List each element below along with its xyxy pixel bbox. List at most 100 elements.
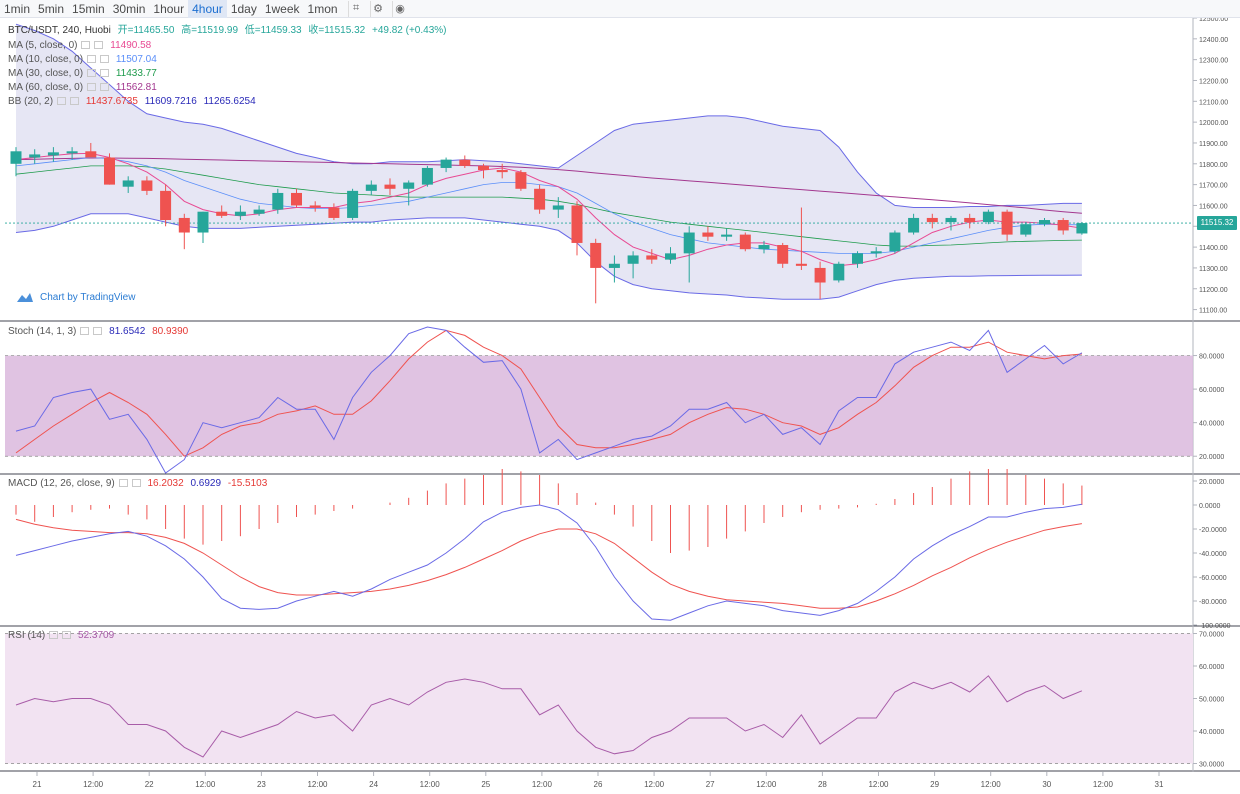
bollinger-lower-line	[15, 213, 1082, 300]
rsi-axis-tick-label: 30.0000	[1199, 762, 1224, 769]
settings-icon[interactable]	[87, 83, 97, 91]
candle-body	[552, 205, 564, 210]
close-icon[interactable]	[62, 631, 72, 639]
stoch-d-line	[15, 329, 1082, 457]
settings-icon[interactable]	[80, 327, 90, 335]
timeframe-5min[interactable]: 5min	[38, 1, 65, 16]
candle-body	[10, 151, 22, 164]
settings-icon[interactable]	[118, 479, 128, 487]
macd-pane-bg	[5, 475, 1193, 625]
close-icon[interactable]	[131, 479, 141, 487]
settings-icon[interactable]	[87, 69, 97, 77]
tradingview-label: Chart by TradingView	[40, 292, 136, 303]
settings-icon[interactable]	[81, 41, 91, 49]
candle-body	[234, 211, 246, 216]
candle-body	[665, 253, 676, 260]
ma10-line	[15, 157, 1082, 254]
timeframe-30min[interactable]: 30min	[112, 1, 146, 16]
price-axis-tick-label: 11700.00	[1199, 183, 1228, 190]
chart-style-icon[interactable]: ⌗	[347, 0, 364, 17]
candle-body	[272, 192, 284, 210]
timeframe-15min[interactable]: 15min	[72, 1, 105, 16]
close-icon[interactable]	[100, 69, 110, 77]
time-axis-label: 24	[369, 780, 378, 789]
settings-icon[interactable]	[49, 631, 59, 639]
close-icon[interactable]	[70, 97, 80, 105]
candle-body	[403, 182, 415, 189]
price-axis-tick-label: 11800.00	[1199, 162, 1228, 169]
stoch-k-value: 81.6542	[109, 326, 146, 337]
ma60-line	[15, 157, 1082, 214]
ma30-value: 11433.77	[115, 68, 157, 79]
bollinger-band-fill	[16, 24, 1082, 300]
price-axis-tick-label: 11300.00	[1199, 266, 1228, 273]
header-legend: BTC/USDT, 240, Huobi 开=11465.50 高=11519.…	[8, 24, 450, 38]
timeframe-toolbar: 1min 5min 15min 30min 1hour 4hour 1day 1week 1mo…	[0, 0, 1240, 18]
ma10-label: MA (10, close, 0)	[8, 54, 84, 65]
close-icon[interactable]	[94, 41, 104, 49]
time-axis-label: 12:00	[83, 780, 104, 789]
stoch-legend: Stoch (14, 1, 3) 81.6542 80.9390	[8, 325, 192, 339]
macd-hist-value: 16.2032	[147, 478, 184, 489]
candle-body	[1001, 211, 1013, 235]
ma5-line	[15, 152, 1082, 267]
candle-body	[421, 167, 433, 185]
time-axis-label: 12:00	[532, 780, 553, 789]
timeframe-1day[interactable]: 1day	[230, 1, 257, 16]
candle-body	[291, 192, 302, 206]
candle-body	[739, 234, 751, 250]
candle-body	[1057, 220, 1069, 231]
close-icon[interactable]	[93, 327, 103, 335]
settings-icon[interactable]: ⚙	[369, 0, 386, 17]
ma60-legend: MA (60, close, 0) 11562.81	[8, 81, 161, 95]
candle-body	[590, 242, 602, 268]
bb-basis-value: 11437.6735	[85, 96, 138, 107]
candle-body	[478, 165, 489, 171]
candle-body	[365, 184, 377, 191]
macd-signal-line	[15, 518, 1082, 609]
time-axis-label: 12:00	[420, 780, 441, 789]
candle-body	[833, 263, 845, 281]
macd-axis-tick-label: -60.0000	[1199, 575, 1227, 582]
ma5-legend: MA (5, close, 0) 11490.58	[8, 39, 155, 53]
price-axis-tick-label: 11400.00	[1199, 245, 1228, 252]
candle-body	[795, 263, 807, 266]
time-axis-label: 25	[481, 780, 490, 789]
timeframe-1hour[interactable]: 1hour	[153, 1, 185, 16]
time-axis-label: 21	[33, 780, 42, 789]
macd-axis-tick-label: -20.0000	[1199, 527, 1227, 534]
close-icon[interactable]	[100, 55, 110, 63]
stoch-k-line	[15, 326, 1083, 474]
candle-body	[178, 217, 190, 233]
time-axis-label: 12:00	[981, 780, 1002, 789]
tradingview-watermark[interactable]: Chart by TradingView	[16, 292, 135, 303]
candle-body	[29, 154, 41, 158]
macd-signal-value: -15.5103	[227, 478, 268, 489]
timeframe-1week[interactable]: 1week	[264, 1, 300, 16]
macd-axis-tick-label: 20.0000	[1199, 479, 1224, 486]
candle-body	[908, 217, 920, 233]
macd-legend: MACD (12, 26, close, 9) 16.2032 0.6929 -…	[8, 477, 271, 491]
price-axis-tick-label: 12500.00	[1199, 18, 1228, 23]
stoch-band	[5, 355, 1193, 457]
timeframe-1mon[interactable]: 1mon	[307, 1, 338, 16]
last-price-tag: 11515.32	[1197, 216, 1237, 231]
rsi-axis-tick-label: 70.0000	[1199, 632, 1224, 639]
tradingview-logo-icon	[17, 293, 33, 302]
settings-icon[interactable]	[87, 55, 97, 63]
timeframe-1min[interactable]: 1min	[4, 1, 31, 16]
price-axis-tick-label: 12300.00	[1199, 58, 1228, 65]
time-axis-label: 26	[594, 780, 603, 789]
time-axis-label: 27	[706, 780, 715, 789]
close-icon[interactable]	[100, 83, 110, 91]
ma60-value: 11562.81	[115, 82, 157, 93]
timeframe-4hour[interactable]: 4hour	[188, 0, 227, 18]
screenshot-icon[interactable]: ◉	[391, 0, 408, 17]
settings-icon[interactable]	[57, 97, 67, 105]
candle-body	[515, 172, 527, 189]
candle-body	[982, 211, 994, 223]
rsi-axis-tick-label: 50.0000	[1199, 697, 1224, 704]
macd-value: 0.6929	[190, 478, 222, 489]
candle-body	[85, 151, 97, 158]
candle-body	[627, 255, 639, 264]
